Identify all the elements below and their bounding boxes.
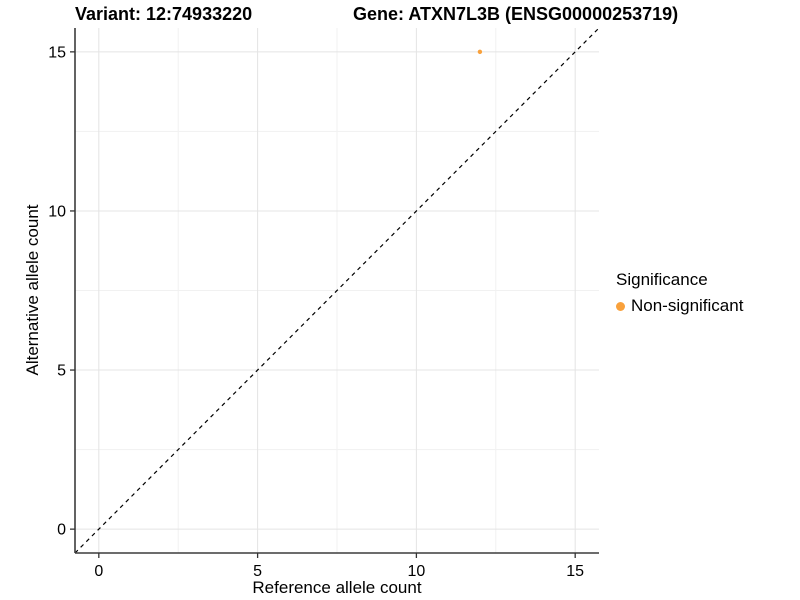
plot-title-variant: Variant: 12:74933220 — [75, 4, 253, 24]
x-tick-label: 10 — [407, 563, 425, 580]
x-tick-label: 0 — [94, 563, 103, 580]
legend-point-icon — [616, 301, 625, 311]
identity-reference-line — [74, 27, 600, 554]
x-tick-label: 5 — [253, 563, 262, 580]
y-tick-label: 10 — [48, 203, 66, 220]
legend-title: Significance — [616, 270, 708, 289]
legend-entry-label: Non-significant — [631, 296, 744, 315]
y-axis-title: Alternative allele count — [23, 204, 42, 376]
x-tick-label: 15 — [566, 563, 584, 580]
x-axis-title: Reference allele count — [252, 578, 422, 597]
y-tick-label: 15 — [48, 44, 66, 61]
y-tick-label: 5 — [57, 363, 66, 380]
y-tick-label: 0 — [57, 522, 66, 539]
plot-title-gene: Gene: ATXN7L3B (ENSG00000253719) — [353, 4, 679, 24]
legend-entry: Non-significant — [616, 296, 743, 316]
legend: Significance Non-significant — [616, 270, 743, 316]
data-point — [477, 49, 483, 55]
